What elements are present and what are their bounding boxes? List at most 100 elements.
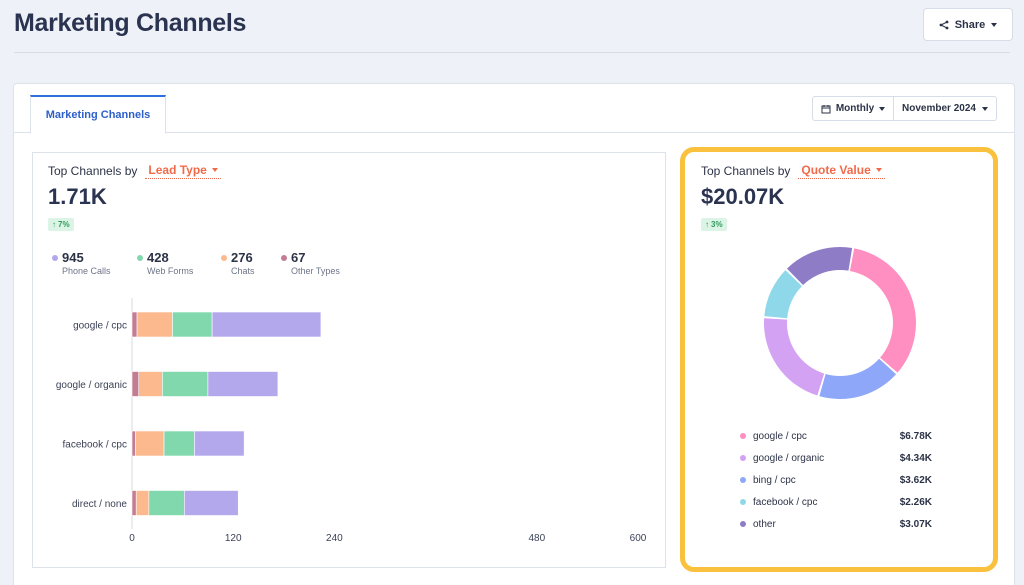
- stat-phone-calls: 945 Phone Calls: [52, 250, 111, 276]
- lead-type-bar-chart: 0 120 240 480 600 google / cpc google / organi…: [56, 298, 647, 544]
- legend-dot: [740, 521, 746, 527]
- x-tick-label: 600: [630, 533, 647, 544]
- period-select[interactable]: Monthly: [812, 96, 894, 121]
- lead-panel-prefix: Top Channels by: [48, 164, 138, 178]
- tab-marketing-channels[interactable]: Marketing Channels: [30, 95, 166, 134]
- donut-slice[interactable]: [764, 270, 802, 319]
- legend-label: bing / cpc: [753, 474, 796, 486]
- stat-web-forms: 428 Web Forms: [137, 250, 193, 276]
- legend-label: facebook / cpc: [753, 496, 818, 508]
- calendar-icon: [821, 104, 831, 113]
- legend-value: $6.78K: [899, 430, 932, 442]
- arrow-up-icon: ↑: [52, 220, 56, 229]
- donut-slice[interactable]: [764, 318, 825, 396]
- lead-panel-header: Top Channels by Lead Type: [48, 163, 221, 179]
- legend-value: $3.62K: [899, 474, 932, 486]
- legend-value: $4.34K: [899, 452, 932, 464]
- quote-total: $20.07K: [701, 184, 785, 209]
- lead-type-label: Lead Type: [148, 163, 207, 177]
- legend-dot: [740, 477, 746, 483]
- x-tick-label: 120: [225, 533, 242, 544]
- month-label: November 2024: [902, 103, 976, 114]
- quote-value-panel: [680, 147, 998, 572]
- month-select[interactable]: November 2024: [894, 96, 997, 121]
- x-tick-label: 240: [326, 533, 343, 544]
- share-button[interactable]: Share: [923, 8, 1013, 41]
- period-label: Monthly: [835, 103, 875, 114]
- share-icon: [939, 20, 949, 29]
- legend-item: google / cpc $6.78K: [740, 425, 932, 447]
- legend-dot: [740, 455, 746, 461]
- stat-chats: 276 Chats: [221, 250, 255, 276]
- legend-item: other $3.07K: [740, 513, 932, 535]
- bar-segment[interactable]: [172, 311, 213, 338]
- quote-panel-prefix: Top Channels by: [701, 164, 791, 178]
- legend-label: google / organic: [753, 452, 825, 464]
- quote-value-dropdown[interactable]: Quote Value: [798, 163, 885, 179]
- bar-segment[interactable]: [131, 430, 136, 457]
- lead-trend-badge: ↑ 7%: [48, 218, 74, 231]
- legend-item: bing / cpc $3.62K: [740, 469, 932, 491]
- stat-label: Phone Calls: [62, 266, 111, 276]
- quote-value-label: Quote Value: [801, 163, 871, 177]
- bar-segment[interactable]: [207, 371, 279, 397]
- bar-segment[interactable]: [194, 430, 245, 457]
- bar-segment[interactable]: [183, 490, 239, 516]
- stat-value: 276: [231, 250, 253, 265]
- x-tick-label: 480: [528, 533, 545, 544]
- chevron-down-icon: [991, 22, 998, 27]
- stat-label: Chats: [231, 266, 255, 276]
- page-title: Marketing Channels: [14, 9, 247, 37]
- bar-segment[interactable]: [135, 430, 165, 457]
- quote-panel-header: Top Channels by Quote Value: [701, 163, 885, 179]
- bar-segment[interactable]: [131, 311, 138, 338]
- stat-other-types: 67 Other Types: [281, 250, 340, 276]
- stat-value: 428: [147, 250, 169, 265]
- tab-strip: [14, 84, 1014, 133]
- bar-segment[interactable]: [131, 371, 140, 397]
- legend-dot: [740, 499, 746, 505]
- donut-slice[interactable]: [786, 247, 853, 286]
- legend-dot: [281, 254, 287, 261]
- chevron-down-icon: [211, 168, 218, 172]
- chevron-down-icon: [879, 106, 886, 111]
- legend-item: google / organic $4.34K: [740, 447, 932, 469]
- bar-segment[interactable]: [211, 311, 322, 338]
- lead-type-dropdown[interactable]: Lead Type: [145, 163, 221, 179]
- x-tick-label: 0: [129, 533, 135, 544]
- legend-item: facebook / cpc $2.26K: [740, 491, 932, 513]
- bar-segment[interactable]: [135, 490, 150, 516]
- legend-dot: [740, 433, 746, 439]
- donut-slice[interactable]: [819, 358, 897, 399]
- legend-label: other: [753, 518, 776, 530]
- quote-value-donut-chart: [764, 247, 916, 399]
- quote-trend-value: 3%: [711, 220, 723, 229]
- share-label: Share: [954, 18, 986, 31]
- y-tick-label: google / organic: [56, 380, 127, 391]
- y-tick-label: direct / none: [72, 499, 127, 510]
- bar-segment[interactable]: [136, 311, 173, 338]
- donut-slice[interactable]: [849, 248, 916, 373]
- bar-segment[interactable]: [163, 430, 195, 457]
- arrow-up-icon: ↑: [705, 220, 709, 229]
- header-divider: [14, 52, 1010, 53]
- lead-trend-value: 7%: [58, 220, 70, 229]
- quote-trend-badge: ↑ 3%: [701, 218, 727, 231]
- legend-value: $2.26K: [899, 496, 932, 508]
- bar-segment[interactable]: [138, 371, 163, 397]
- y-tick-label: facebook / cpc: [63, 440, 127, 451]
- stat-value: 67: [291, 250, 306, 265]
- legend-dot: [137, 254, 143, 261]
- stat-label: Other Types: [291, 266, 340, 276]
- bar-segment[interactable]: [131, 490, 137, 516]
- legend-dot: [52, 254, 58, 261]
- bar-segment[interactable]: [148, 490, 185, 516]
- legend-label: google / cpc: [753, 430, 807, 442]
- stat-value: 945: [62, 250, 84, 265]
- y-tick-label: google / cpc: [73, 321, 127, 332]
- legend-value: $3.07K: [899, 518, 932, 530]
- chevron-down-icon: [981, 106, 988, 111]
- stat-label: Web Forms: [147, 266, 194, 276]
- legend-dot: [221, 254, 227, 261]
- bar-segment[interactable]: [162, 371, 209, 397]
